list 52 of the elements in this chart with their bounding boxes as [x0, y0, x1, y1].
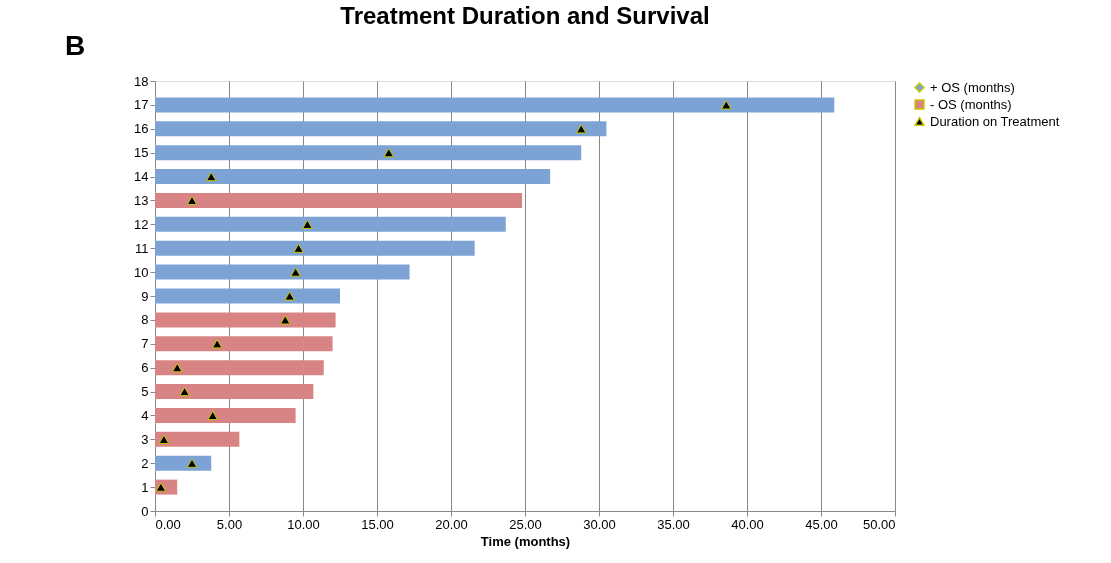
x-tick-label: 40.00 [731, 516, 764, 532]
y-tick-label: 8 [141, 312, 149, 328]
y-tick-label: 6 [141, 360, 149, 376]
bar [155, 360, 324, 376]
y-tick-label: 9 [141, 288, 149, 304]
y-tick-label: 13 [134, 192, 149, 208]
x-tick-label: 20.00 [435, 516, 468, 532]
legend-label: Duration on Treatment [930, 113, 1060, 129]
bar [155, 121, 607, 137]
bar [155, 431, 240, 447]
bar [155, 407, 296, 423]
y-tick-label: 14 [134, 169, 149, 185]
chart-title: Treatment Duration and Survival [340, 2, 710, 29]
bar [155, 288, 340, 304]
legend-label: + OS (months) [930, 79, 1015, 95]
x-tick-label: 35.00 [657, 516, 690, 532]
text: B [65, 30, 86, 61]
x-tick-label: 25.00 [509, 516, 542, 532]
bar [155, 97, 835, 113]
bar [155, 169, 551, 185]
y-tick-label: 12 [134, 216, 149, 232]
y-tick-label: 4 [141, 407, 149, 423]
y-tick-label: 0 [141, 503, 149, 519]
bar [155, 216, 506, 232]
y-tick-label: 15 [134, 145, 149, 161]
x-axis-title: Time (months) [480, 533, 571, 549]
x-tick-label: 5.00 [216, 516, 243, 532]
bar [155, 264, 410, 280]
y-tick-label: 18 [134, 73, 149, 89]
y-tick-label: 1 [141, 479, 149, 495]
x-tick-label: 30.00 [583, 516, 616, 532]
y-tick-label: 5 [141, 384, 149, 400]
y-tick-label: 3 [141, 431, 149, 447]
x-tick-label: 0.00 [155, 516, 181, 532]
y-tick-label: 10 [134, 264, 149, 280]
legend-label: - OS (months) [930, 96, 1012, 112]
bar [155, 455, 212, 471]
bar [155, 192, 523, 208]
bar [155, 240, 475, 256]
bar [155, 312, 336, 328]
bar [155, 336, 333, 352]
y-tick-label: 17 [134, 97, 149, 113]
x-tick-label: 15.00 [361, 516, 394, 532]
bar [155, 145, 582, 161]
x-tick-label: 50.00 [862, 516, 896, 532]
x-tick-label: 45.00 [805, 516, 838, 532]
y-tick-label: 2 [141, 455, 149, 471]
y-tick-label: 16 [134, 121, 149, 137]
bar [155, 384, 314, 400]
y-tick-label: 7 [141, 336, 149, 352]
x-tick-label: 10.00 [287, 516, 320, 532]
y-tick-label: 11 [135, 240, 149, 256]
